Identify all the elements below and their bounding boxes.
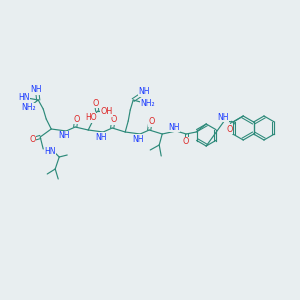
- Text: HO: HO: [85, 113, 97, 122]
- Text: O: O: [226, 124, 232, 134]
- Text: HN: HN: [19, 92, 30, 101]
- Text: NH: NH: [169, 122, 180, 131]
- Text: O: O: [182, 137, 188, 146]
- Text: NH₂: NH₂: [140, 100, 154, 109]
- Text: HN: HN: [44, 146, 56, 155]
- Text: NH: NH: [31, 85, 42, 94]
- Text: NH: NH: [58, 131, 70, 140]
- Text: O: O: [148, 118, 154, 127]
- Text: O: O: [92, 98, 98, 107]
- Text: NH: NH: [95, 133, 107, 142]
- Text: O: O: [73, 115, 80, 124]
- Text: NH: NH: [139, 88, 150, 97]
- Text: OH: OH: [100, 107, 112, 116]
- Text: NH: NH: [218, 112, 229, 122]
- Text: NH₂: NH₂: [21, 103, 35, 112]
- Text: O: O: [29, 136, 35, 145]
- Text: O: O: [110, 116, 116, 124]
- Text: NH: NH: [133, 134, 144, 143]
